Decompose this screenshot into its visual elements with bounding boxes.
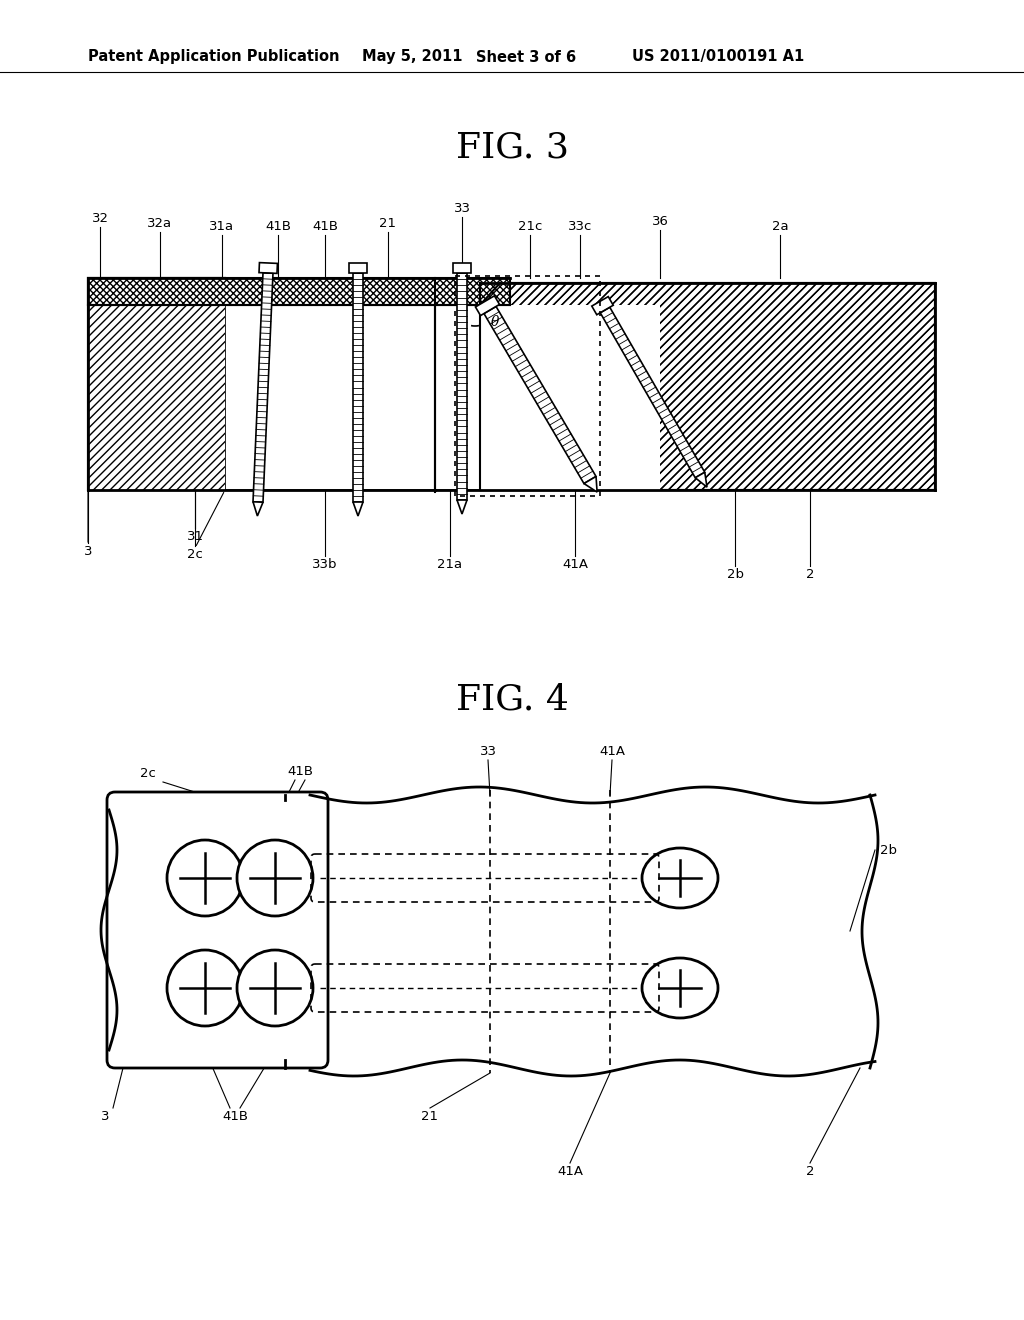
Text: 31a: 31a — [210, 220, 234, 234]
Text: 41A: 41A — [599, 744, 625, 758]
Text: 41A: 41A — [557, 1166, 583, 1177]
Text: 36: 36 — [651, 215, 669, 228]
Text: 3: 3 — [100, 1110, 110, 1123]
Bar — [89, 279, 225, 488]
Text: 2b: 2b — [726, 568, 743, 581]
Polygon shape — [695, 473, 707, 487]
Text: θ: θ — [490, 315, 499, 329]
FancyBboxPatch shape — [106, 792, 328, 1068]
Bar — [88, 279, 225, 490]
Polygon shape — [253, 502, 263, 516]
Polygon shape — [600, 308, 705, 478]
Text: 41B: 41B — [312, 220, 338, 234]
Polygon shape — [484, 306, 596, 483]
Text: FIG. 4: FIG. 4 — [456, 682, 568, 717]
Ellipse shape — [642, 847, 718, 908]
Text: Patent Application Publication: Patent Application Publication — [88, 49, 340, 65]
Polygon shape — [453, 263, 471, 273]
Circle shape — [167, 840, 243, 916]
Bar — [88, 305, 225, 490]
Text: 41A: 41A — [562, 558, 588, 572]
Text: 21: 21 — [422, 1110, 438, 1123]
Text: 33c: 33c — [568, 220, 592, 234]
Text: 41B: 41B — [265, 220, 291, 234]
Polygon shape — [457, 273, 467, 500]
Circle shape — [237, 840, 313, 916]
Polygon shape — [259, 263, 278, 273]
Circle shape — [237, 950, 313, 1026]
Text: 31: 31 — [186, 531, 204, 543]
Bar — [88, 279, 510, 305]
Bar — [480, 282, 935, 490]
Text: 21a: 21a — [437, 558, 463, 572]
Polygon shape — [349, 263, 367, 273]
Bar — [481, 284, 934, 488]
Text: 21c: 21c — [518, 220, 542, 234]
Bar — [225, 305, 480, 490]
Polygon shape — [353, 502, 362, 516]
Text: 32a: 32a — [147, 216, 173, 230]
Polygon shape — [592, 297, 613, 314]
Text: 33b: 33b — [312, 558, 338, 572]
Polygon shape — [253, 273, 273, 502]
Polygon shape — [475, 296, 500, 315]
Ellipse shape — [642, 958, 718, 1018]
Polygon shape — [457, 500, 467, 513]
Text: 2: 2 — [806, 568, 814, 581]
Text: 2c: 2c — [140, 767, 156, 780]
Text: Sheet 3 of 6: Sheet 3 of 6 — [476, 49, 577, 65]
Text: 2: 2 — [806, 1166, 814, 1177]
Text: 32: 32 — [91, 213, 109, 224]
Text: US 2011/0100191 A1: US 2011/0100191 A1 — [632, 49, 804, 65]
Text: 2c: 2c — [187, 548, 203, 561]
Bar — [88, 305, 225, 490]
Polygon shape — [353, 273, 362, 502]
Text: 33: 33 — [454, 202, 470, 215]
Text: 33: 33 — [479, 744, 497, 758]
Text: May 5, 2011: May 5, 2011 — [362, 49, 463, 65]
Text: 2a: 2a — [772, 220, 788, 234]
Text: 3: 3 — [84, 545, 92, 558]
Bar — [455, 276, 600, 496]
Polygon shape — [584, 477, 597, 492]
Text: 21: 21 — [380, 216, 396, 230]
Text: 41B: 41B — [222, 1110, 248, 1123]
Circle shape — [167, 950, 243, 1026]
Bar — [480, 282, 935, 490]
Bar — [480, 305, 660, 490]
Text: 2b: 2b — [880, 843, 897, 857]
Text: FIG. 3: FIG. 3 — [456, 131, 568, 165]
Text: 41B: 41B — [287, 766, 313, 777]
Bar — [88, 279, 225, 490]
